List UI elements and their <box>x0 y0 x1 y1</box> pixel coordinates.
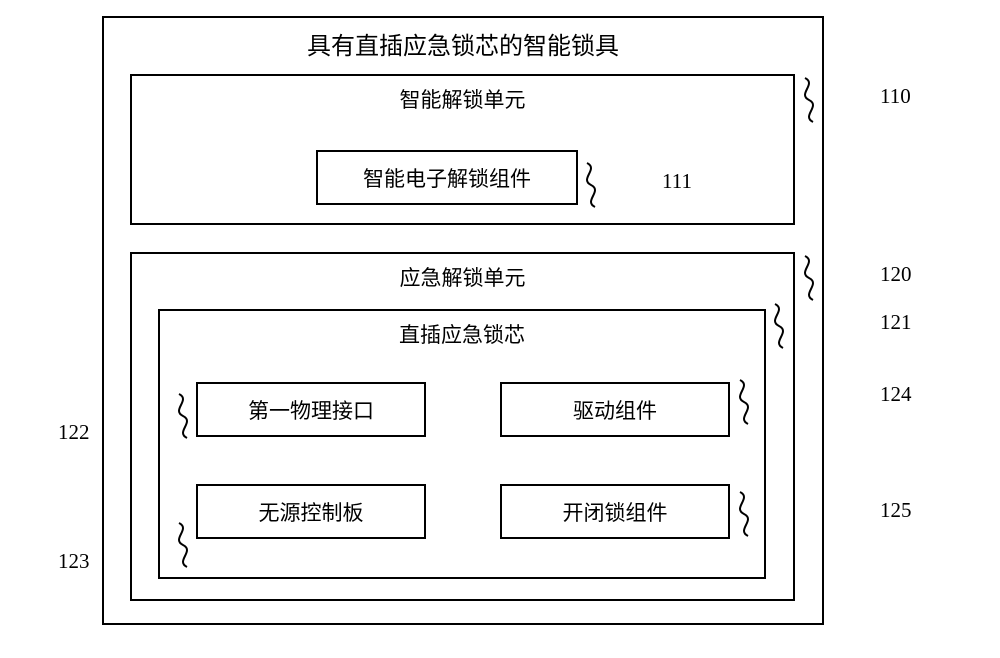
board-box: 无源控制板 <box>196 484 426 539</box>
squig-122 <box>174 392 194 440</box>
label-123: 123 <box>58 549 90 574</box>
squig-121 <box>770 302 790 350</box>
squig-120 <box>800 254 820 302</box>
squig-111 <box>582 161 602 209</box>
label-111: 111 <box>662 169 692 194</box>
unit1-sub-box: 智能电子解锁组件 <box>316 150 578 205</box>
squig-125 <box>735 490 755 538</box>
port-box: 第一物理接口 <box>196 382 426 437</box>
drive-box: 驱动组件 <box>500 382 730 437</box>
label-124: 124 <box>880 382 912 407</box>
label-121: 121 <box>880 310 912 335</box>
squig-110 <box>800 76 820 124</box>
label-122: 122 <box>58 420 90 445</box>
outer-title: 具有直插应急锁芯的智能锁具 <box>307 26 619 61</box>
squig-123 <box>174 521 194 569</box>
switch-title: 开闭锁组件 <box>563 497 668 527</box>
core-title: 直插应急锁芯 <box>399 319 525 349</box>
drive-title: 驱动组件 <box>573 395 657 425</box>
label-110: 110 <box>880 84 911 109</box>
unit2-title: 应急解锁单元 <box>400 262 526 292</box>
switch-box: 开闭锁组件 <box>500 484 730 539</box>
squig-124 <box>735 378 755 426</box>
board-title: 无源控制板 <box>259 497 364 527</box>
label-120: 120 <box>880 262 912 287</box>
label-125: 125 <box>880 498 912 523</box>
unit1-title: 智能解锁单元 <box>400 84 526 114</box>
port-title: 第一物理接口 <box>248 395 374 425</box>
unit1-sub-title: 智能电子解锁组件 <box>363 163 531 193</box>
